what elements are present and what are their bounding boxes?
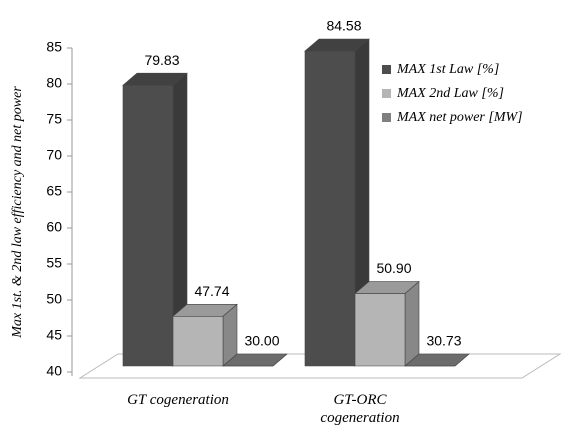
value-label: 79.83: [144, 52, 179, 68]
y-tick-label: 45: [46, 327, 62, 343]
legend-swatch: [382, 89, 391, 98]
y-tick-label: 70: [46, 147, 62, 163]
value-label: 30.00: [244, 333, 279, 349]
bar-front: [304, 50, 356, 367]
legend-swatch: [382, 65, 391, 74]
y-tick-label: 85: [46, 39, 62, 55]
bar: [222, 353, 288, 367]
bar: [122, 72, 188, 367]
y-tick-label: 80: [46, 75, 62, 91]
x-tick-label: GT cogeneration: [127, 392, 229, 408]
bar: [172, 303, 238, 367]
legend-label: MAX 1st Law [%]: [396, 62, 499, 77]
y-tick-label: 65: [46, 183, 62, 199]
y-tick-label: 55: [46, 255, 62, 271]
value-label: 30.73: [426, 333, 461, 349]
bar-front: [172, 315, 224, 367]
bar: [354, 280, 420, 367]
x-tick-label: GT-ORC cogeneration: [320, 392, 400, 426]
value-label: 47.74: [194, 283, 229, 299]
y-tick-label: 50: [46, 291, 62, 307]
legend-swatch: [382, 113, 391, 122]
value-label: 50.90: [376, 260, 411, 276]
y-tick-label: 60: [46, 219, 62, 235]
legend-label: MAX net power [MW]: [396, 110, 523, 125]
bar: [404, 353, 470, 367]
bar-front: [354, 293, 406, 367]
value-label: 84.58: [326, 18, 361, 34]
y-tick-label: 40: [46, 363, 62, 379]
y-tick-label: 75: [46, 111, 62, 127]
legend-label: MAX 2nd Law [%]: [396, 86, 504, 101]
bar-side: [404, 280, 420, 367]
y-axis-label: Max 1st. & 2nd law efficiency and net po…: [10, 86, 25, 339]
bar-front: [122, 84, 174, 367]
